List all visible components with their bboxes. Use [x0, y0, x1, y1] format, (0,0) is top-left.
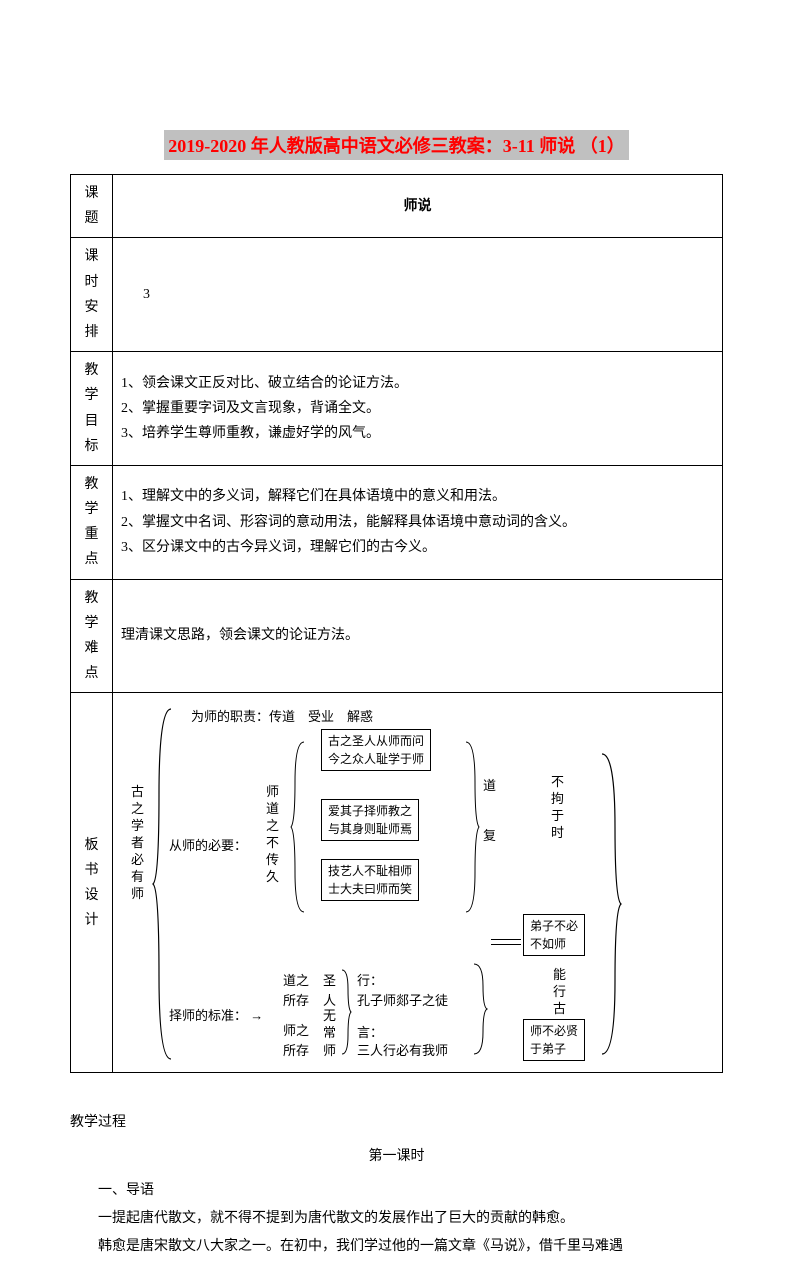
process-heading: 教学过程: [70, 1109, 723, 1137]
std-c1b: 所存: [283, 989, 309, 1012]
brace-right: [463, 737, 483, 917]
goals-content: 1、领会课文正反对比、破立结合的论证方法。 2、掌握重要字词及文言现象，背诵全文…: [113, 352, 723, 466]
topic-value: 师说: [113, 175, 723, 238]
box-2: 爱其子择师教之 与其身则耻师焉: [321, 799, 419, 841]
right-vert-2: 能 行 古: [553, 967, 566, 1018]
brace-std-r: [471, 959, 491, 1059]
page-title: 2019-2020 年人教版高中语文必修三教案：3-11 师说 （1）: [164, 130, 629, 160]
goals-label: 教 学 目 标: [71, 352, 113, 466]
topic-label: 课题: [71, 175, 113, 238]
box-4: 弟子不必 不如师: [523, 914, 585, 956]
sec1-heading: 一、导语: [70, 1177, 723, 1205]
brace-far-right: [599, 749, 624, 1059]
std-r2d: 三人行必有我师: [357, 1039, 448, 1062]
std-c2e: 师: [323, 1039, 336, 1062]
hours-value: 3: [113, 238, 723, 352]
fu-char: 复: [483, 824, 496, 847]
difficulty-label: 教 学 难 点: [71, 579, 113, 693]
root-text: 古 之 学 者 必 有 师: [131, 784, 144, 902]
need-vert: 师 道 之 不 传 久: [266, 784, 279, 885]
para-2: 韩愈是唐宋散文八大家之一。在初中，我们学过他的一篇文章《马说》，借千里马难遇: [70, 1233, 723, 1261]
board-label: 板 书 设 计: [71, 693, 113, 1073]
duty-text: 为师的职责：传道 受业 解惑: [191, 705, 373, 728]
need-label: 从师的必要：: [169, 834, 247, 857]
lesson-heading: 第一课时: [70, 1143, 723, 1171]
difficulty-content: 理清课文思路，领会课文的论证方法。: [113, 579, 723, 693]
dao-char: 道: [483, 774, 496, 797]
hours-label: 课时 安排: [71, 238, 113, 352]
focus-content: 1、理解文中的多义词，解释它们在具体语境中的意义和用法。 2、掌握文中名词、形容…: [113, 465, 723, 579]
para-1: 一提起唐代散文，就不得不提到为唐代散文的发展作出了巨大的贡献的韩愈。: [70, 1205, 723, 1233]
std-c3b: 所存: [283, 1039, 309, 1062]
box-3: 技艺人不耻相师 士大夫曰师而笑: [321, 859, 419, 901]
box-5: 师不必贤 于弟子: [523, 1019, 585, 1061]
std-label: 择师的标准： →: [169, 1004, 263, 1027]
board-diagram: 古 之 学 者 必 有 师 为师的职责：传道 受业 解惑 从师的必要：: [113, 693, 723, 1073]
right-vert-1: 不 拘 于 时: [551, 774, 564, 842]
brace-mid: [289, 737, 309, 917]
box-1: 古之圣人从师而问 今之众人耻学于师: [321, 729, 431, 771]
focus-label: 教 学 重 点: [71, 465, 113, 579]
lesson-plan-table: 课题 师说 课时 安排 3 教 学 目 标 1、领会课文正反对比、破立结合的论证…: [70, 174, 723, 1073]
brace-std: [339, 967, 353, 1057]
std-r1d: 孔子师郯子之徒: [357, 989, 448, 1012]
bottom-section: 教学过程 第一课时 一、导语 一提起唐代散文，就不得不提到为唐代散文的发展作出了…: [70, 1109, 723, 1261]
